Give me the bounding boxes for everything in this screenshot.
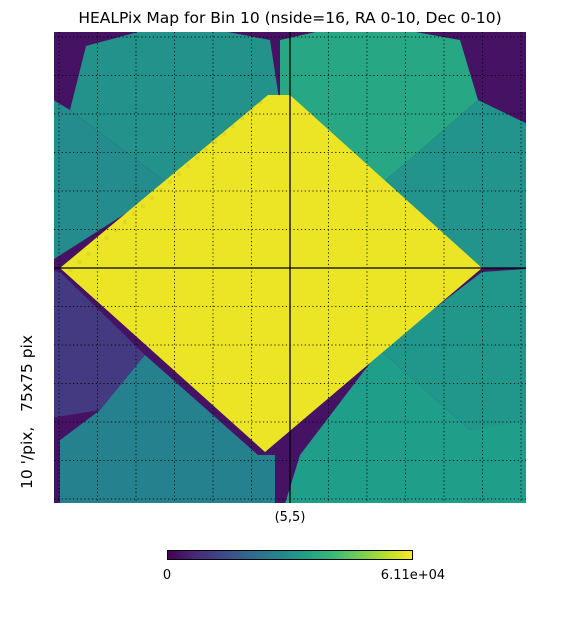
edge-step [140, 204, 145, 208]
edge-step [213, 140, 218, 144]
colorbar [167, 550, 413, 560]
chart-title: HEALPix Map for Bin 10 (nside=16, RA 0-1… [78, 9, 502, 27]
edge-step [149, 196, 154, 200]
edge-step [186, 164, 191, 168]
edge-step [249, 108, 254, 112]
edge-step [122, 220, 127, 224]
center-coordinate-label: (5,5) [274, 510, 306, 525]
edge-step [104, 236, 109, 240]
colorbar-min-label: 0 [162, 568, 172, 583]
edge-step [231, 124, 236, 128]
lower-left-diamond-region [60, 355, 275, 503]
corners-region [54, 410, 100, 503]
upper-right-diamond-region [280, 32, 478, 185]
edge-step [158, 188, 163, 192]
y-axis-label: 10 '/pix, 75x75 pix [18, 334, 36, 490]
edge-step [222, 132, 227, 136]
edge-step [68, 268, 73, 272]
edge-step [131, 212, 136, 216]
central-diamond-region [60, 95, 482, 452]
right-edge-upper-diamond-region [380, 100, 526, 268]
edge-step [240, 116, 245, 120]
lower-right-diamond-region [285, 350, 526, 503]
colorbar-max-label: 6.11e+04 [380, 568, 446, 583]
edge-step [77, 260, 82, 264]
left-edge-lower-diamond-region [54, 270, 145, 418]
right-edge-lower-diamond-region [380, 268, 526, 430]
edge-step [86, 252, 91, 256]
edge-step [204, 148, 209, 152]
edge-step [176, 172, 181, 176]
pixel-steps [68, 100, 263, 272]
edge-step [167, 180, 172, 184]
left-edge-upper-diamond-region [54, 100, 170, 260]
edge-step [258, 100, 263, 104]
edge-step [195, 156, 200, 160]
